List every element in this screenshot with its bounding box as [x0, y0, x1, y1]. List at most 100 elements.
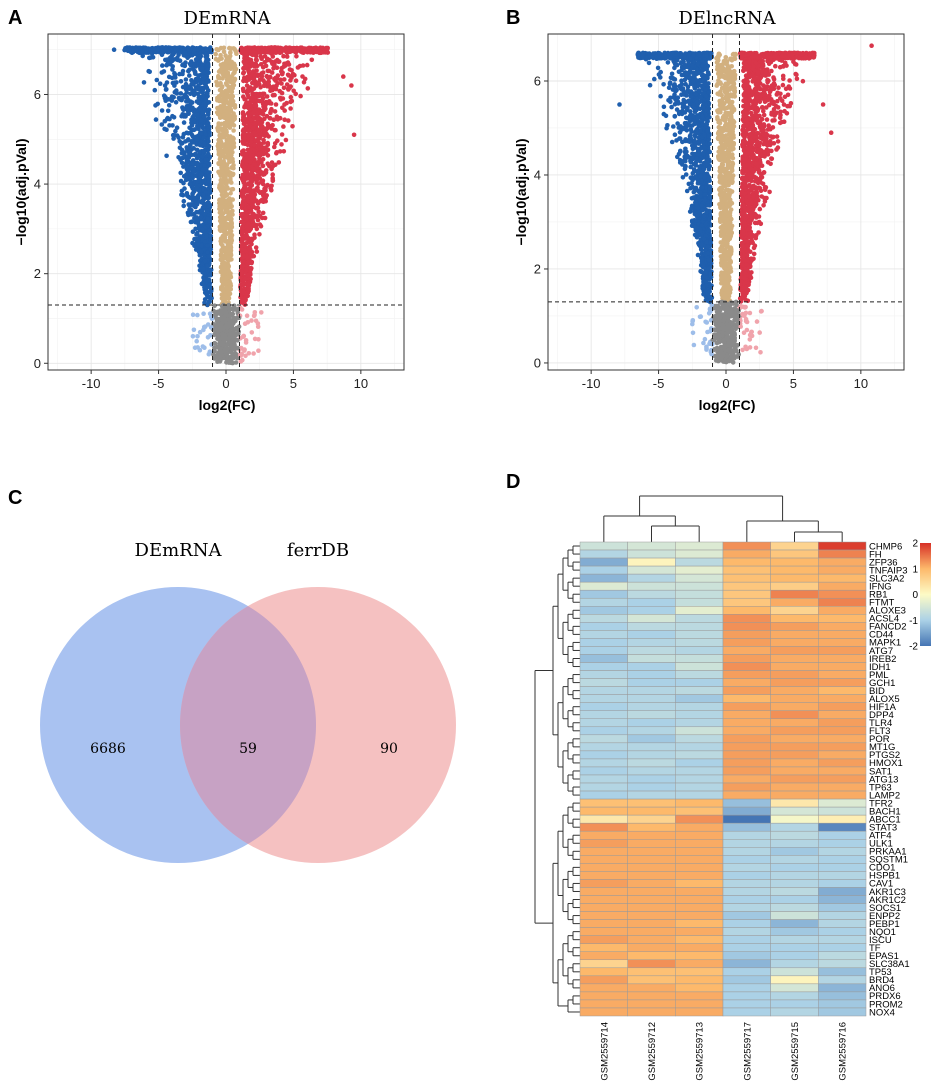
data-point — [228, 64, 234, 69]
data-point — [726, 182, 731, 188]
data-point — [220, 96, 225, 102]
data-point — [243, 340, 249, 345]
data-point — [229, 165, 234, 170]
data-point — [241, 127, 246, 132]
data-point — [223, 324, 228, 330]
data-point — [185, 138, 191, 143]
data-point — [217, 115, 223, 120]
data-point — [224, 222, 230, 227]
data-point — [262, 130, 267, 135]
data-point — [227, 138, 233, 144]
data-point — [195, 237, 201, 243]
data-point — [184, 191, 190, 196]
data-point — [195, 162, 200, 167]
data-point — [229, 180, 234, 185]
data-point — [222, 132, 227, 138]
data-point — [269, 49, 275, 55]
data-point — [263, 63, 269, 69]
data-point — [731, 146, 736, 151]
data-point — [202, 271, 207, 277]
data-point — [715, 327, 721, 333]
data-point — [199, 249, 204, 254]
data-point — [728, 269, 734, 274]
data-point — [313, 49, 318, 54]
data-point — [159, 108, 165, 113]
data-point — [202, 211, 208, 216]
data-point — [231, 144, 237, 150]
data-point — [196, 76, 202, 82]
data-point — [152, 87, 158, 93]
data-point — [188, 99, 193, 104]
data-point — [187, 73, 192, 78]
data-point — [245, 74, 250, 80]
data-point — [256, 127, 262, 133]
data-point — [206, 277, 212, 283]
data-point — [215, 344, 220, 350]
x-tick-label: 0 — [222, 376, 229, 391]
panel-label-d: D — [506, 471, 520, 493]
data-point — [281, 149, 287, 154]
data-point — [181, 203, 186, 209]
data-point — [203, 102, 209, 107]
data-point — [252, 73, 258, 79]
data-point — [269, 45, 274, 50]
data-point — [720, 338, 726, 344]
data-point — [192, 345, 198, 351]
data-point — [227, 318, 233, 324]
data-point — [266, 134, 271, 139]
data-point — [271, 65, 276, 71]
data-point — [223, 73, 229, 79]
data-point — [182, 112, 187, 117]
data-point — [231, 123, 237, 128]
data-point — [191, 92, 197, 98]
data-point — [197, 347, 203, 353]
data-point — [198, 214, 204, 220]
data-point — [281, 124, 286, 129]
data-point — [304, 62, 310, 68]
data-point — [254, 249, 260, 254]
data-point — [241, 71, 246, 76]
data-point — [245, 221, 251, 226]
data-point — [720, 224, 726, 230]
data-point — [191, 327, 197, 333]
data-point — [154, 77, 160, 83]
data-point — [169, 56, 174, 61]
x-axis-title: log2(FC) — [199, 397, 256, 413]
data-point — [724, 331, 729, 336]
data-point — [199, 200, 204, 205]
data-point — [734, 348, 739, 354]
data-point — [240, 357, 245, 363]
data-point — [181, 107, 186, 113]
data-point — [216, 161, 221, 166]
data-point — [202, 179, 207, 184]
data-point — [260, 95, 266, 101]
data-point — [241, 198, 246, 204]
data-point — [252, 102, 257, 108]
data-point — [220, 339, 226, 345]
data-point — [245, 142, 250, 148]
data-point — [228, 50, 233, 55]
data-point — [247, 128, 252, 133]
data-point — [248, 136, 254, 141]
data-point — [205, 216, 210, 221]
data-point — [227, 279, 232, 284]
data-point — [728, 226, 734, 231]
data-point — [258, 150, 264, 156]
data-point — [192, 47, 197, 53]
data-point — [733, 52, 738, 57]
data-point — [269, 160, 275, 165]
data-point — [190, 312, 196, 318]
data-point — [194, 136, 200, 142]
data-point — [292, 46, 297, 51]
data-point — [225, 313, 230, 318]
data-point — [242, 234, 247, 239]
data-point — [205, 62, 211, 68]
data-point — [341, 74, 346, 79]
data-point — [717, 108, 723, 113]
y-tick-label: 4 — [34, 177, 41, 192]
data-point — [249, 330, 255, 335]
y-tick-label: 2 — [34, 266, 41, 281]
data-point — [219, 188, 225, 194]
